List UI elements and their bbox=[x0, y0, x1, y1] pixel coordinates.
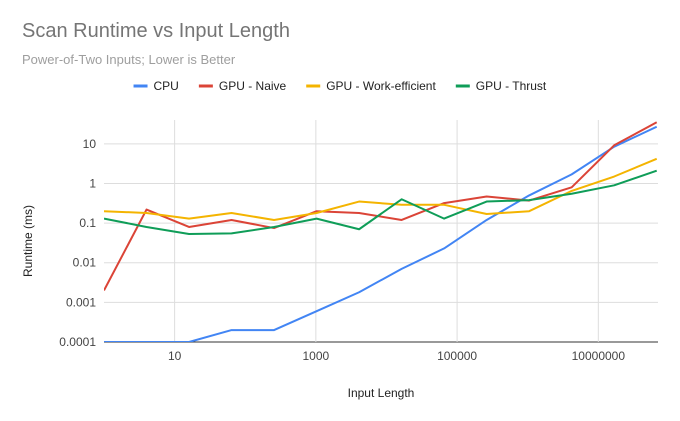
series-lines bbox=[104, 121, 658, 342]
x-tick-label: 10000000 bbox=[572, 349, 626, 363]
gridlines bbox=[104, 120, 658, 343]
y-axis-ticks: 0.0001 0.001 0.01 0.1 1 10 bbox=[59, 137, 96, 349]
legend-item-gpu-thrust: GPU - Thrust bbox=[455, 79, 547, 93]
legend-label: GPU - Work-efficient bbox=[326, 79, 436, 93]
y-tick-label: 0.1 bbox=[79, 216, 96, 230]
chart-subtitle: Power-of-Two Inputs; Lower is Better bbox=[22, 52, 236, 67]
legend-label: GPU - Naive bbox=[219, 79, 287, 93]
series-line-cpu bbox=[104, 125, 658, 342]
x-axis-ticks: 10 1000 100000 10000000 bbox=[168, 349, 625, 363]
x-tick-label: 10 bbox=[168, 349, 182, 363]
x-tick-label: 100000 bbox=[437, 349, 477, 363]
series-line-gpu-thrust bbox=[104, 169, 658, 236]
y-tick-label: 10 bbox=[83, 137, 97, 151]
y-tick-label: 0.01 bbox=[73, 256, 97, 270]
y-axis-title: Runtime (ms) bbox=[21, 205, 35, 277]
y-tick-label: 1 bbox=[89, 176, 96, 190]
legend-item-cpu: CPU bbox=[133, 79, 179, 93]
legend: CPU GPU - Naive GPU - Work-efficient GPU - … bbox=[133, 79, 547, 93]
legend-item-gpu-work-efficient: GPU - Work-efficient bbox=[306, 79, 436, 93]
legend-item-gpu-naive: GPU - Naive bbox=[198, 79, 287, 93]
x-axis-title: Input Length bbox=[348, 386, 415, 400]
series-line-gpu-work-efficient bbox=[104, 157, 658, 221]
chart-title: Scan Runtime vs Input Length bbox=[22, 20, 290, 42]
y-tick-label: 0.0001 bbox=[59, 335, 96, 349]
legend-label: CPU bbox=[154, 79, 179, 93]
y-tick-label: 0.001 bbox=[66, 295, 96, 309]
series-line-gpu-naive bbox=[104, 121, 658, 291]
legend-label: GPU - Thrust bbox=[476, 79, 547, 93]
x-tick-label: 1000 bbox=[303, 349, 330, 363]
